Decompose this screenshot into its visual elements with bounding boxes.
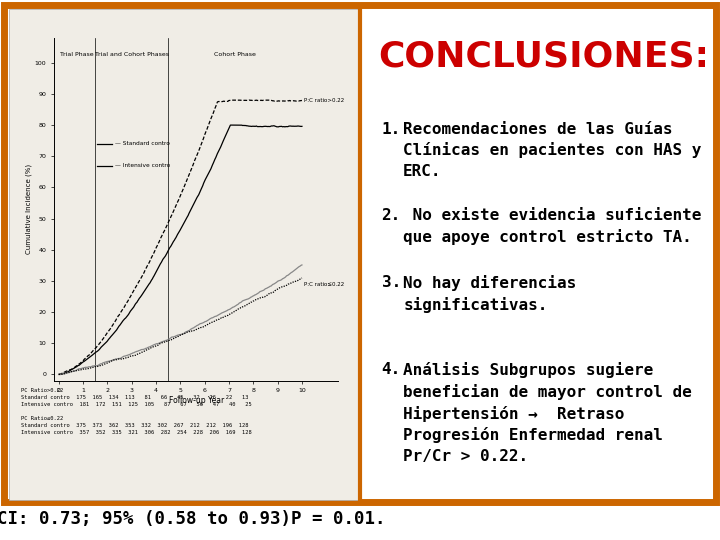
Text: Recomendaciones de las Guías
Clínicas en pacientes con HAS y
ERC.: Recomendaciones de las Guías Clínicas en… <box>403 122 701 179</box>
X-axis label: Follow-up Year: Follow-up Year <box>168 396 224 405</box>
Text: Análisis Subgrupos sugiere
benefician de mayor control de
Hipertensión →  Retras: Análisis Subgrupos sugiere benefician de… <box>403 362 692 464</box>
Text: 1.: 1. <box>382 122 401 137</box>
Text: — Intensive contro: — Intensive contro <box>114 163 170 168</box>
FancyBboxPatch shape <box>9 9 360 500</box>
Text: Trial and Cohort Phases: Trial and Cohort Phases <box>95 51 168 57</box>
Text: 3.: 3. <box>382 275 401 291</box>
Text: 4.: 4. <box>382 362 401 377</box>
Text: — Standard contro: — Standard contro <box>114 141 170 146</box>
Text: CONCLUSIONES:: CONCLUSIONES: <box>378 40 709 73</box>
Text: P:C ratio>0.22: P:C ratio>0.22 <box>304 98 344 103</box>
Text: Trial Phase: Trial Phase <box>60 51 94 57</box>
Y-axis label: Cumulative Incidence (%): Cumulative Incidence (%) <box>25 164 32 254</box>
Text: PC Ratio>0.22
Standard contro  175  165  134  113   81   66   45   32   26   22 : PC Ratio>0.22 Standard contro 175 165 13… <box>21 388 252 435</box>
Text: No existe evidencia suficiente
que apoye control estricto TA.: No existe evidencia suficiente que apoye… <box>403 208 701 245</box>
Text: No hay diferencias
significativas.: No hay diferencias significativas. <box>403 275 577 313</box>
Text: 2.: 2. <box>382 208 401 223</box>
Text: P:C ratio≤0.22: P:C ratio≤0.22 <box>304 282 344 287</box>
FancyBboxPatch shape <box>4 5 716 502</box>
Text: CI: 0.73; 95% (0.58 to 0.93)P = 0.01.: CI: 0.73; 95% (0.58 to 0.93)P = 0.01. <box>0 510 385 529</box>
Text: Cohort Phase: Cohort Phase <box>214 51 256 57</box>
